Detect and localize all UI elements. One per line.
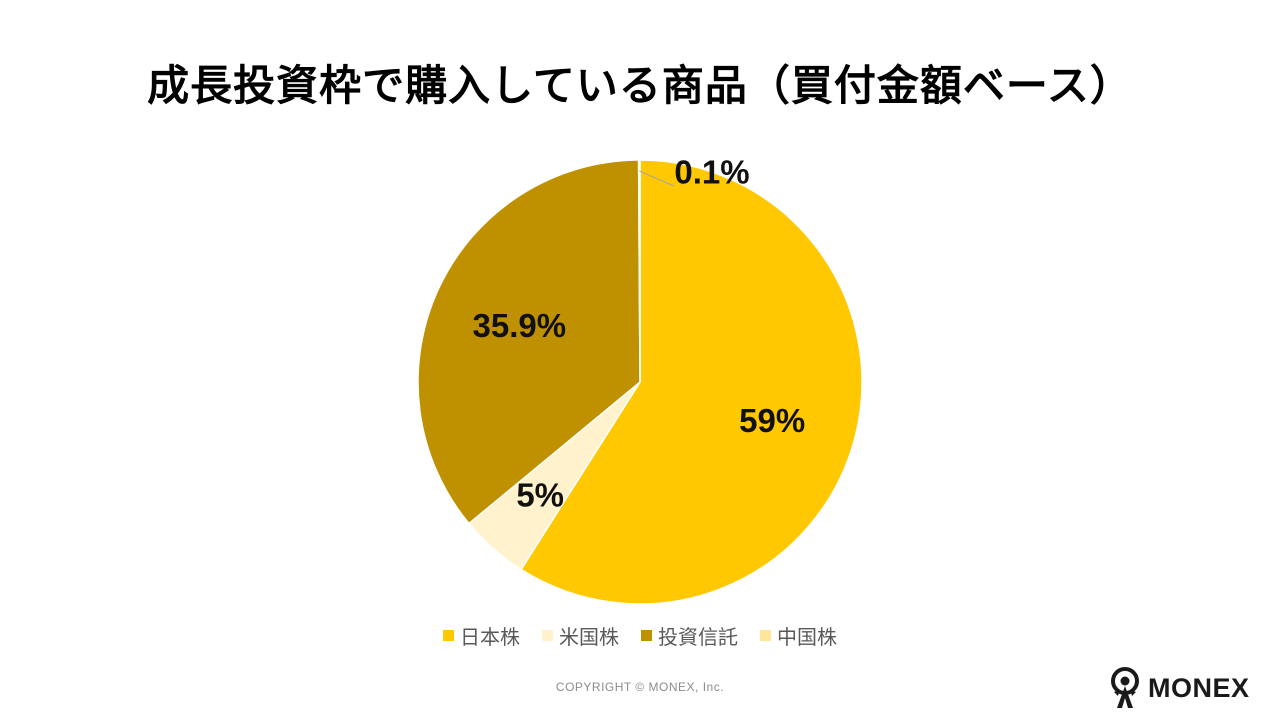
legend-swatch-japan-stocks <box>443 630 454 641</box>
legend-label-investment-trusts: 投資信託 <box>658 625 738 649</box>
legend-swatch-us-stocks <box>542 630 553 641</box>
legend-label-japan-stocks: 日本株 <box>460 625 520 649</box>
monex-logo-text: MONEX <box>1148 672 1250 703</box>
legend-swatch-china-stocks <box>760 630 771 641</box>
monex-logo-icon <box>1111 667 1139 708</box>
leader-line-china-stocks <box>639 170 675 187</box>
legend-label-china-stocks: 中国株 <box>777 625 837 649</box>
pie-slice-japan-stocks <box>520 159 863 605</box>
chart-title: 成長投資枠で購入している商品（買付金額ベース） <box>147 61 1133 110</box>
pie-slice-china-stocks <box>637 159 641 383</box>
copyright-text: COPYRIGHT © MONEX, Inc. <box>555 680 725 694</box>
pie-slices <box>417 159 863 605</box>
legend-label-us-stocks: 米国株 <box>559 625 619 649</box>
pie-slice-investment-trusts <box>417 159 641 525</box>
legend-item-japan-stocks: 日本株 <box>443 621 520 650</box>
data-label-us-stocks: 5% <box>516 477 564 514</box>
legend: 日本株 米国株 投資信託 中国株 <box>0 621 1280 650</box>
legend-item-investment-trusts: 投資信託 <box>641 621 738 650</box>
legend-swatch-investment-trusts <box>641 630 652 641</box>
legend-item-china-stocks: 中国株 <box>760 621 837 650</box>
data-label-china-stocks: 0.1% <box>674 154 749 191</box>
monex-logo: MONEX <box>1108 666 1250 710</box>
data-label-investment-trusts: 35.9% <box>473 307 567 344</box>
legend-item-us-stocks: 米国株 <box>542 621 619 650</box>
data-label-japan-stocks: 59% <box>739 402 805 439</box>
